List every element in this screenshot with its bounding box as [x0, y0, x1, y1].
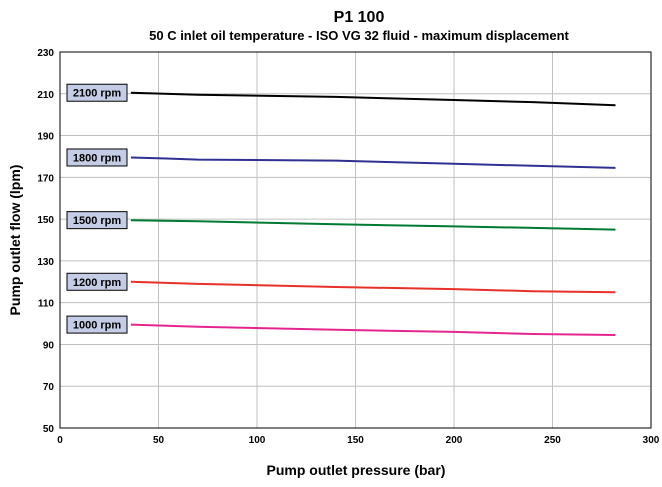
y-axis-label: Pump outlet flow (lpm) [7, 165, 23, 316]
tick-labels: 0 50 100 150 200 250 3005070901101301501701902… [37, 48, 659, 446]
series-group [130, 91, 616, 336]
y-tick-label: 230 [37, 48, 54, 59]
series-labels: 2100 rpm 1800 rpm 1500 rpm 1200 rpm 1000 rpm [66, 83, 128, 334]
x-tick-label: 100 [249, 435, 266, 446]
series-line [130, 219, 616, 231]
y-tick-label: 110 [38, 299, 55, 310]
x-tick-label: 150 [347, 435, 364, 446]
plot-area [59, 51, 652, 429]
y-tick-label: 70 [43, 382, 55, 393]
series-label: 2100 rpm [73, 88, 122, 100]
y-tick-label: 90 [43, 340, 55, 351]
y-tick-label: 130 [37, 257, 54, 268]
y-tick-label: 210 [37, 90, 54, 101]
y-tick-label: 150 [37, 215, 54, 226]
series-label-box [66, 148, 128, 167]
series-label: 1200 rpm [73, 277, 122, 289]
series-line [130, 280, 616, 294]
x-tick-label: 0 [57, 435, 63, 446]
x-tick-label: 250 [544, 435, 561, 446]
series-label-box [66, 315, 128, 334]
grid [59, 51, 652, 429]
series-label: 1500 rpm [73, 215, 122, 227]
x-tick-label: 50 [153, 435, 165, 446]
y-tick-label: 190 [37, 132, 54, 143]
series-line [130, 91, 616, 107]
y-tick-label: 50 [43, 424, 55, 435]
series-line [130, 156, 616, 169]
series-label-box [66, 211, 128, 230]
series-label-box [66, 83, 128, 102]
chart-subtitle: 50 C inlet oil temperature - ISO VG 32 f… [149, 28, 569, 43]
series-label-box [66, 272, 128, 291]
x-tick-label: 200 [446, 435, 463, 446]
y-tick-label: 170 [37, 173, 54, 184]
series-label: 1000 rpm [73, 320, 122, 332]
x-tick-label: 300 [643, 435, 660, 446]
chart-title: P1 100 [334, 9, 385, 26]
x-axis-label: Pump outlet pressure (bar) [267, 462, 446, 478]
series-label: 1800 rpm [73, 152, 122, 164]
series-line [130, 323, 616, 336]
